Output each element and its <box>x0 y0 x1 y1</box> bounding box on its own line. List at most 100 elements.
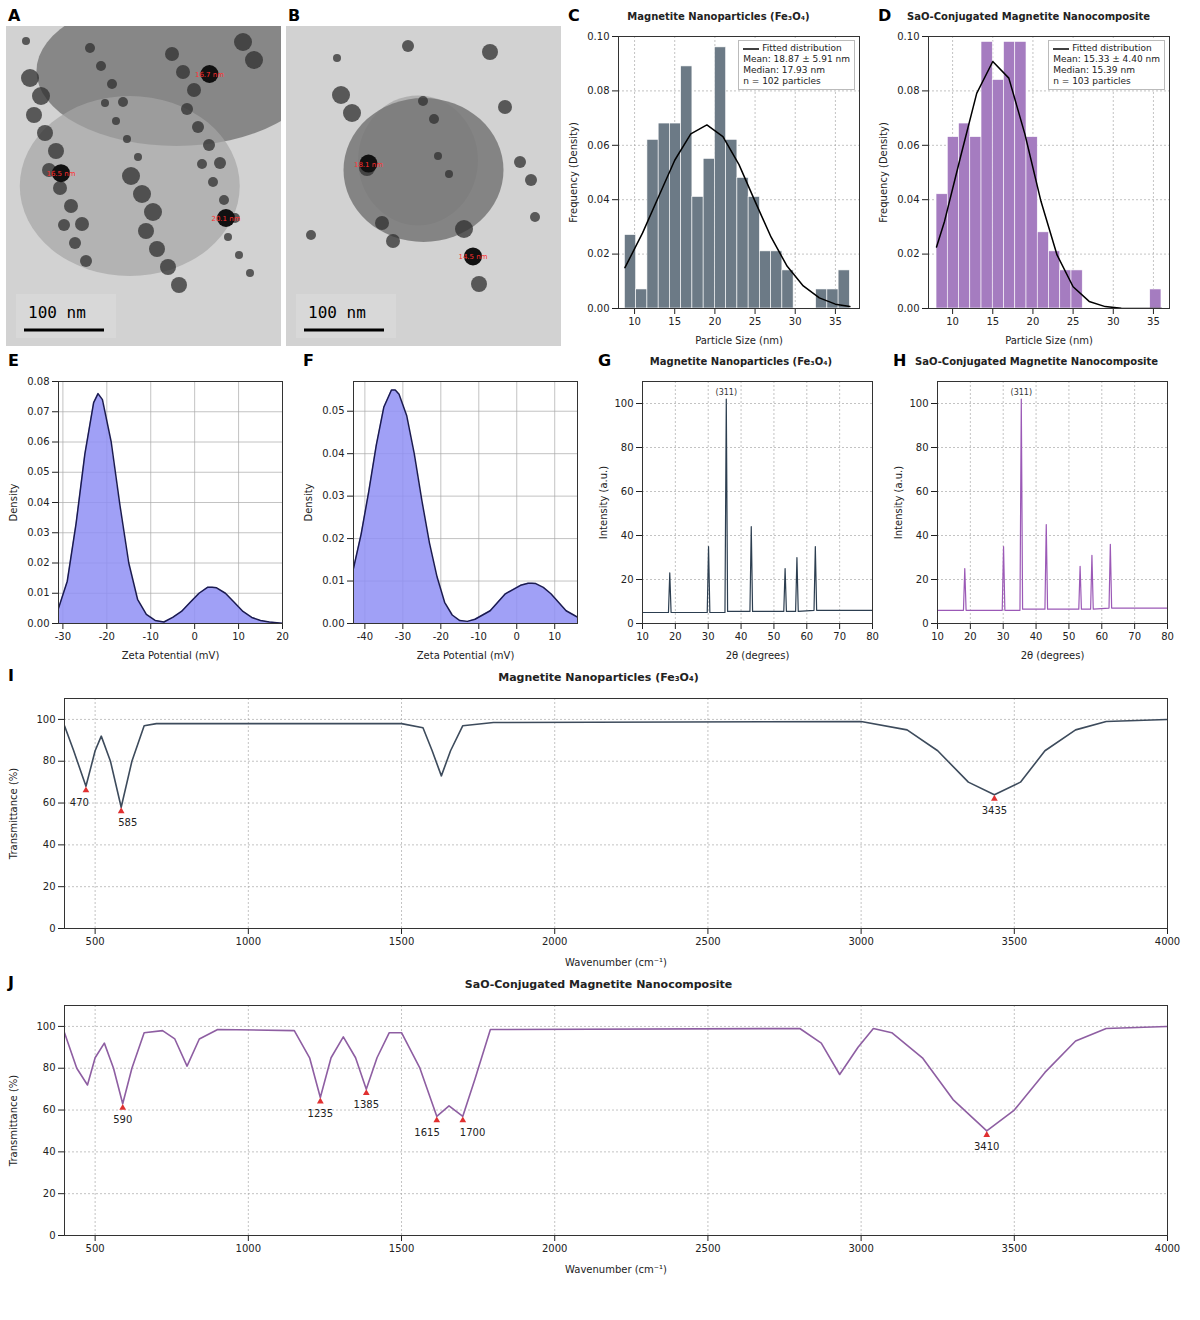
svg-text:50: 50 <box>1063 631 1076 642</box>
svg-text:100: 100 <box>36 1021 55 1032</box>
svg-text:0.08: 0.08 <box>897 85 919 96</box>
svg-text:Density: Density <box>8 483 19 521</box>
svg-text:20: 20 <box>669 631 682 642</box>
svg-text:20: 20 <box>276 631 289 642</box>
svg-text:60: 60 <box>621 486 634 497</box>
svg-text:60: 60 <box>800 631 813 642</box>
svg-text:25: 25 <box>749 316 762 327</box>
svg-text:15: 15 <box>986 316 999 327</box>
svg-text:100 nm: 100 nm <box>308 303 366 322</box>
svg-text:70: 70 <box>833 631 846 642</box>
svg-text:40: 40 <box>916 530 929 541</box>
svg-text:25: 25 <box>1067 316 1080 327</box>
svg-text:4000: 4000 <box>1155 1243 1180 1254</box>
svg-text:3000: 3000 <box>848 1243 873 1254</box>
svg-text:0.07: 0.07 <box>27 406 49 417</box>
svg-text:4000: 4000 <box>1155 936 1180 947</box>
svg-text:20: 20 <box>43 1188 56 1199</box>
svg-text:0.02: 0.02 <box>587 248 609 259</box>
svg-text:1700: 1700 <box>460 1127 485 1138</box>
svg-text:1000: 1000 <box>236 936 261 947</box>
svg-text:0.03: 0.03 <box>27 527 49 538</box>
svg-text:(311): (311) <box>1011 388 1033 397</box>
svg-text:50: 50 <box>768 631 781 642</box>
svg-text:0.02: 0.02 <box>27 557 49 568</box>
svg-text:100: 100 <box>909 398 928 409</box>
svg-text:0.05: 0.05 <box>27 466 49 477</box>
svg-text:3435: 3435 <box>982 805 1007 816</box>
svg-text:Density: Density <box>303 483 314 521</box>
svg-text:Wavenumber (cm⁻¹): Wavenumber (cm⁻¹) <box>565 957 667 968</box>
svg-text:40: 40 <box>621 530 634 541</box>
svg-text:470: 470 <box>70 797 89 808</box>
svg-text:2θ (degrees): 2θ (degrees) <box>726 650 790 661</box>
svg-text:0: 0 <box>49 923 55 934</box>
svg-text:Transmittance (%): Transmittance (%) <box>8 1075 19 1167</box>
svg-text:40: 40 <box>43 839 56 850</box>
svg-text:Intensity (a.u.): Intensity (a.u.) <box>598 466 609 539</box>
svg-text:2500: 2500 <box>695 936 720 947</box>
svg-text:80: 80 <box>621 442 634 453</box>
svg-text:0: 0 <box>627 618 633 629</box>
svg-text:16.7 nm: 16.7 nm <box>195 71 224 79</box>
svg-text:20: 20 <box>964 631 977 642</box>
svg-text:3500: 3500 <box>1002 936 1027 947</box>
svg-text:Wavenumber (cm⁻¹): Wavenumber (cm⁻¹) <box>565 1264 667 1275</box>
svg-text:10: 10 <box>548 631 561 642</box>
svg-text:0.10: 0.10 <box>587 31 609 42</box>
svg-text:1615: 1615 <box>414 1127 439 1138</box>
svg-text:80: 80 <box>43 755 56 766</box>
svg-text:0.01: 0.01 <box>322 575 344 586</box>
svg-text:2θ (degrees): 2θ (degrees) <box>1021 650 1085 661</box>
svg-text:20: 20 <box>43 881 56 892</box>
svg-text:Zeta Potential (mV): Zeta Potential (mV) <box>122 650 220 661</box>
svg-text:0: 0 <box>191 631 197 642</box>
svg-text:40: 40 <box>43 1146 56 1157</box>
svg-text:0.01: 0.01 <box>27 587 49 598</box>
svg-text:Particle Size (nm): Particle Size (nm) <box>695 335 783 346</box>
svg-text:80: 80 <box>866 631 879 642</box>
svg-text:0.06: 0.06 <box>27 436 49 447</box>
svg-text:30: 30 <box>789 316 802 327</box>
svg-text:500: 500 <box>86 1243 105 1254</box>
svg-text:60: 60 <box>43 797 56 808</box>
svg-text:590: 590 <box>113 1114 132 1125</box>
svg-text:2500: 2500 <box>695 1243 720 1254</box>
svg-text:2000: 2000 <box>542 1243 567 1254</box>
svg-text:Intensity (a.u.): Intensity (a.u.) <box>893 466 904 539</box>
svg-text:0.02: 0.02 <box>322 533 344 544</box>
svg-text:1385: 1385 <box>354 1099 379 1110</box>
svg-text:0.00: 0.00 <box>587 303 609 314</box>
svg-text:3410: 3410 <box>974 1141 999 1152</box>
svg-text:15: 15 <box>668 316 681 327</box>
svg-text:-40: -40 <box>357 631 373 642</box>
svg-text:35: 35 <box>1147 316 1160 327</box>
svg-text:80: 80 <box>1161 631 1174 642</box>
svg-text:500: 500 <box>86 936 105 947</box>
svg-text:100 nm: 100 nm <box>28 303 86 322</box>
svg-text:20.1 nm: 20.1 nm <box>211 215 240 223</box>
svg-text:10: 10 <box>636 631 649 642</box>
svg-text:-20: -20 <box>99 631 115 642</box>
svg-text:Frequency (Density): Frequency (Density) <box>568 122 579 223</box>
svg-text:0.08: 0.08 <box>587 85 609 96</box>
svg-text:30: 30 <box>997 631 1010 642</box>
svg-text:(311): (311) <box>716 388 738 397</box>
svg-text:Particle Size (nm): Particle Size (nm) <box>1005 335 1093 346</box>
svg-text:0.10: 0.10 <box>897 31 919 42</box>
svg-text:20: 20 <box>1027 316 1040 327</box>
svg-text:-30: -30 <box>55 631 71 642</box>
svg-text:35: 35 <box>829 316 842 327</box>
svg-text:0.04: 0.04 <box>27 497 49 508</box>
svg-text:1235: 1235 <box>308 1108 333 1119</box>
svg-text:-30: -30 <box>395 631 411 642</box>
svg-text:30: 30 <box>702 631 715 642</box>
svg-text:0.06: 0.06 <box>587 140 609 151</box>
svg-text:18.1 nm: 18.1 nm <box>354 161 383 169</box>
svg-text:20: 20 <box>621 574 634 585</box>
svg-text:0.05: 0.05 <box>322 405 344 416</box>
svg-text:0.00: 0.00 <box>897 303 919 314</box>
svg-text:1500: 1500 <box>389 1243 414 1254</box>
svg-text:3000: 3000 <box>848 936 873 947</box>
svg-text:10: 10 <box>931 631 944 642</box>
